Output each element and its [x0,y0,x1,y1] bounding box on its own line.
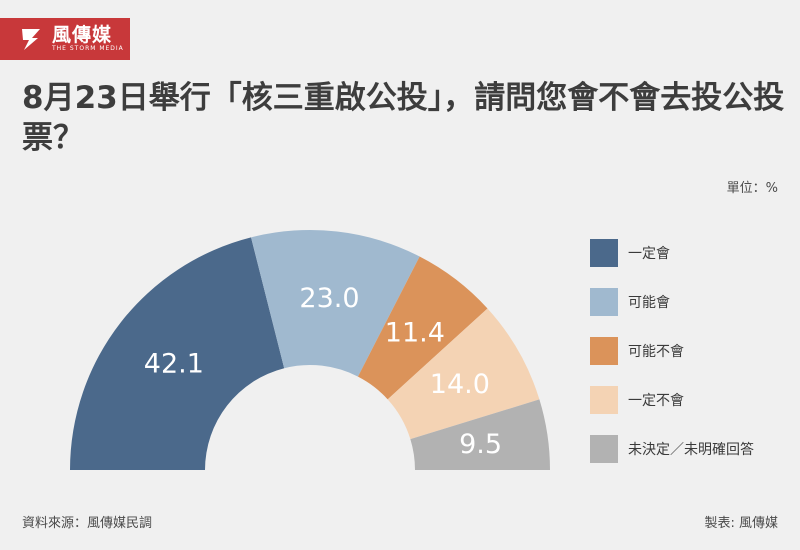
legend-label-2: 可能不會 [628,344,684,360]
legend-label-1: 可能會 [628,295,670,311]
legend-item-4: 未決定／未明確回答 [590,434,754,464]
slice-value-label-3: 14.0 [430,369,490,400]
brand-subtitle: THE STORM MEDIA [52,45,124,52]
legend-item-0: 一定會 [590,238,754,268]
brand-name: 風傳媒 [52,24,113,46]
credit-note: 製表: 風傳媒 [704,516,778,531]
unit-label: 單位：% [726,181,778,196]
legend-item-2: 可能不會 [590,336,754,366]
legend-item-1: 可能會 [590,287,754,317]
slice-value-label-0: 42.1 [144,349,204,380]
legend-swatch-0 [590,239,618,267]
slice-4 [410,399,550,470]
legend-label-4: 未決定／未明確回答 [628,442,754,458]
legend-item-3: 一定不會 [590,385,754,415]
brand-logo: 風傳媒 THE STORM MEDIA [0,18,130,60]
slice-value-label-4: 9.5 [459,429,502,460]
storm-logo-icon [22,29,40,50]
legend-swatch-3 [590,386,618,414]
brand-text: 風傳媒 THE STORM MEDIA [52,25,124,53]
slice-1 [251,230,420,377]
legend-swatch-2 [590,337,618,365]
slice-2 [357,256,488,400]
legend-label-3: 一定不會 [628,393,684,409]
legend-swatch-4 [590,435,618,463]
slice-value-label-1: 23.0 [299,283,359,314]
chart-legend: 一定會可能會可能不會一定不會未決定／未明確回答 [590,238,754,483]
legend-swatch-1 [590,288,618,316]
source-note: 資料來源：風傳媒民調 [22,516,153,531]
slice-3 [387,308,540,440]
slice-value-label-2: 11.4 [385,318,445,349]
slice-0 [70,237,285,470]
chart-title: 8月23日舉行「核三重啟公投」，請問您會不會去投公投票？ [22,80,785,156]
legend-label-0: 一定會 [628,246,670,262]
